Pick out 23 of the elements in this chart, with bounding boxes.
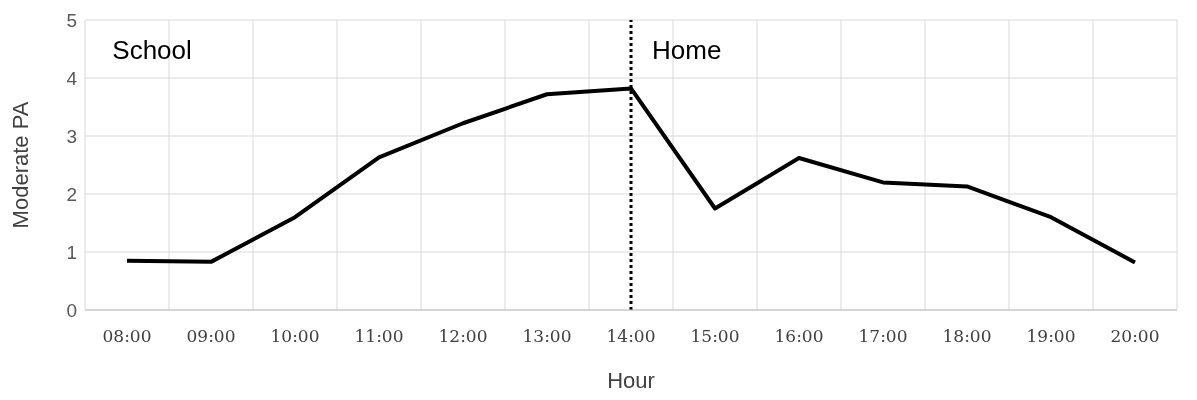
x-tick-label: 11:00 [354, 326, 404, 347]
y-axis-title: Moderate PA [7, 101, 33, 229]
x-tick-label: 15:00 [690, 326, 740, 347]
x-axis-title: Hour [607, 368, 655, 393]
annotation: Home [652, 35, 722, 66]
y-tick-label: 4 [66, 67, 78, 89]
x-tick-label: 13:00 [522, 326, 572, 347]
y-tick-label: 0 [66, 299, 77, 321]
x-tick-label: 20:00 [1110, 326, 1160, 347]
y-tick-label: 3 [66, 125, 77, 147]
y-tick-label: 5 [66, 9, 77, 31]
annotation: School [112, 35, 192, 66]
y-tick-label: 1 [66, 241, 77, 263]
x-tick-label: 09:00 [186, 326, 236, 347]
y-tick-label: 2 [66, 183, 77, 205]
x-tick-label: 08:00 [102, 326, 152, 347]
x-tick-label: 18:00 [942, 326, 992, 347]
x-tick-label: 17:00 [858, 326, 908, 347]
x-tick-label: 16:00 [774, 326, 824, 347]
x-tick-label: 12:00 [438, 326, 488, 347]
x-tick-label: 14:00 [606, 326, 656, 347]
x-tick-label: 10:00 [270, 326, 320, 347]
x-tick-label: 19:00 [1026, 326, 1076, 347]
